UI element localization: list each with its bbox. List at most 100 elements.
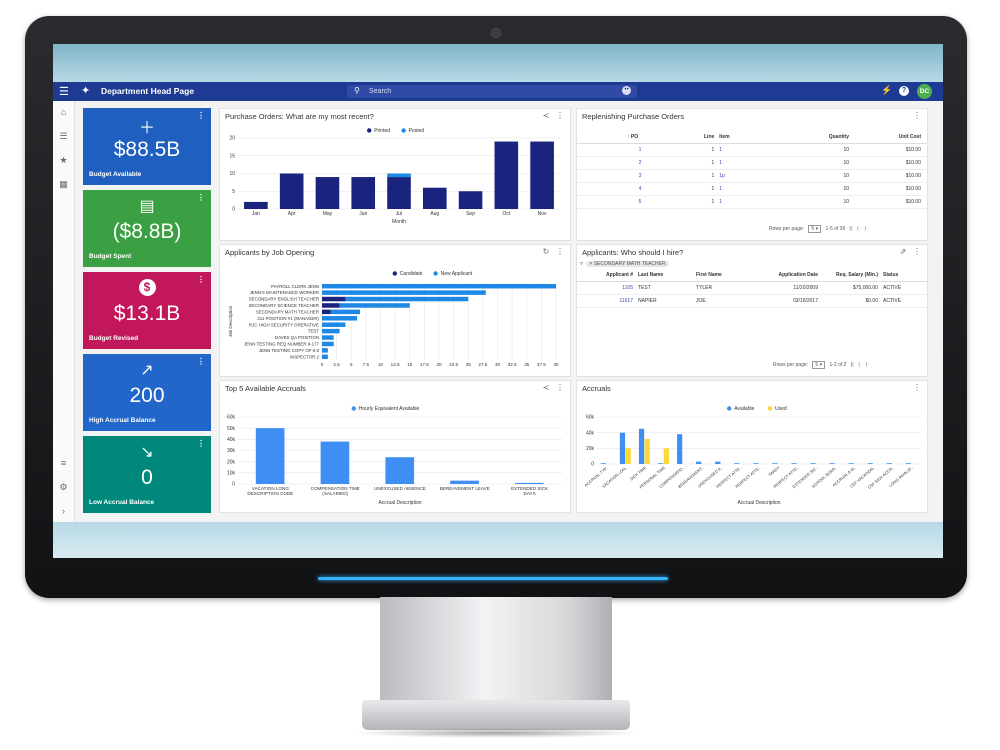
table-row[interactable]: 5 1 1 10 $10.00: [577, 195, 927, 208]
more-vert-icon[interactable]: ⋮: [197, 275, 205, 284]
x-tick-label: SICK TIME: [629, 465, 648, 482]
chevron-right-icon[interactable]: ›: [62, 506, 65, 516]
star-icon[interactable]: ★: [59, 155, 68, 165]
open-external-icon[interactable]: ⇗: [899, 247, 907, 256]
prev-page-icon[interactable]: ⟨: [856, 226, 859, 232]
column-header-po[interactable]: ↑ PO: [627, 133, 639, 140]
first-page-icon[interactable]: |⟨: [849, 226, 853, 232]
po-link[interactable]: 4: [638, 185, 642, 192]
po-link[interactable]: 3: [638, 172, 642, 179]
column-header-last-name[interactable]: Last Name: [638, 272, 664, 279]
more-vert-icon[interactable]: ⋮: [197, 111, 205, 120]
table-header: Applicant # Last Name First Name Applica…: [577, 270, 927, 281]
table-row[interactable]: 1105 TEST TYLER 11/20/2009 $75,000.00 ACTIVE: [577, 281, 927, 294]
kpi-value: ($8.8B): [112, 220, 182, 243]
bar: [322, 303, 340, 308]
column-header-applicant[interactable]: Applicant #: [606, 272, 633, 279]
home-icon[interactable]: ⌂: [60, 107, 67, 117]
share-icon[interactable]: ≺: [542, 383, 550, 392]
y-tick-label: 60k: [227, 415, 236, 421]
search-options-icon[interactable]: ••: [622, 86, 631, 95]
table-row[interactable]: 11617 NAPIER JOE 03/16/2017 $0.00 ACTIVE: [577, 294, 927, 307]
page-range: 1-5 of 36: [825, 226, 846, 232]
column-header-quantity[interactable]: Quantity: [828, 133, 849, 140]
po-link[interactable]: 2: [638, 159, 642, 166]
more-vert-icon[interactable]: ⋮: [556, 383, 564, 392]
item-link[interactable]: 1: [719, 159, 723, 166]
prev-page-icon[interactable]: ⟨: [858, 362, 861, 368]
table-row[interactable]: 3 1 1p 10 $10.00: [577, 169, 927, 182]
item-link[interactable]: 1: [719, 198, 723, 205]
table-row[interactable]: 2 1 1 10 $10.00: [577, 156, 927, 169]
page-title: Department Head Page: [101, 86, 195, 96]
list-icon[interactable]: ☰: [59, 131, 68, 141]
table-row[interactable]: 1 1 1 10 $10.00: [577, 143, 927, 156]
y-tick-label: TEST: [308, 329, 320, 334]
avatar[interactable]: DC: [917, 84, 932, 99]
bar: [255, 428, 285, 484]
column-header-date[interactable]: Application Date: [778, 272, 818, 279]
filter-chip[interactable]: × SECONDARY MATH TEACHER: [586, 261, 669, 267]
applicant-link[interactable]: 11617: [619, 297, 633, 304]
more-vert-icon[interactable]: ⋮: [913, 111, 921, 120]
kpi-budget-spent[interactable]: ⋮ ▤ ($8.8B) Budget Spent: [83, 190, 211, 267]
x-tick-label: 40: [553, 362, 559, 367]
item-link[interactable]: 1p: [719, 172, 725, 179]
kpi-budget-revised[interactable]: ⋮ $ $13.1B Budget Revised: [83, 272, 211, 349]
kpi-budget-available[interactable]: ⋮ ＋ $88.5B Budget Available: [83, 108, 211, 185]
cell-status: ACTIVE: [883, 297, 902, 304]
column-header-line[interactable]: Line: [704, 133, 715, 140]
cell-line: 1: [711, 198, 715, 205]
filter-icon[interactable]: ▿: [580, 261, 584, 267]
x-tick-label: UNEXCUSED ABSENCE: [374, 486, 426, 491]
column-header-salary[interactable]: Req. Salary (Min.): [836, 272, 878, 279]
dashboard-icon[interactable]: ▦: [59, 179, 68, 189]
gear-icon[interactable]: ⚙: [59, 482, 68, 492]
y-tick-label: PAYROLL CLERK JENN: [271, 284, 319, 289]
more-vert-icon[interactable]: ⋮: [913, 383, 921, 392]
widget-title: Applicants: Who should I hire?: [582, 248, 684, 257]
power-glow: [318, 577, 668, 580]
rows-per-page-select[interactable]: 5 ▾: [808, 225, 822, 233]
column-header-status[interactable]: Status: [883, 272, 899, 279]
more-vert-icon[interactable]: ⋮: [197, 357, 205, 366]
more-vert-icon[interactable]: ⋮: [197, 193, 205, 202]
kpi-low-accrual[interactable]: ⋮ ↘ 0 Low Accrual Balance: [83, 436, 211, 513]
more-vert-icon[interactable]: ⋮: [556, 247, 564, 256]
column-header-item[interactable]: Item: [719, 133, 730, 140]
kpi-high-accrual[interactable]: ⋮ ↗ 200 High Accrual Balance: [83, 354, 211, 431]
search-box[interactable]: ⚲ ••: [347, 85, 637, 98]
rows-per-page-select[interactable]: 5 ▾: [812, 361, 826, 369]
legend-marker: [727, 406, 732, 411]
webcam: [491, 28, 501, 38]
bar: [450, 480, 479, 484]
x-tick-label: DAYS: [524, 491, 536, 496]
table-row[interactable]: 4 1 1 10 $10.00: [577, 182, 927, 195]
more-vert-icon[interactable]: ⋮: [913, 247, 921, 256]
help-icon[interactable]: ?: [899, 86, 909, 96]
hamburger-icon[interactable]: ☰: [59, 86, 69, 98]
applicant-link[interactable]: 1105: [622, 284, 633, 291]
share-icon[interactable]: ≺: [542, 111, 550, 120]
po-link[interactable]: 5: [638, 198, 642, 205]
more-vert-icon[interactable]: ⋮: [197, 439, 205, 448]
search-input[interactable]: [369, 86, 599, 97]
item-link[interactable]: 1: [719, 146, 723, 153]
bolt-icon[interactable]: ⚡: [881, 85, 893, 95]
column-header-unit-cost[interactable]: Unit Cost: [898, 133, 921, 140]
bar: [657, 463, 664, 464]
next-page-icon[interactable]: ⟩: [865, 362, 868, 368]
refresh-icon[interactable]: ↻: [542, 247, 550, 256]
x-tick-label: Jun: [359, 211, 367, 217]
item-link[interactable]: 1: [719, 185, 723, 192]
app-body: ⌂ ☰ ★ ▦ ≡ ⚙ › ⋮ ＋ $88.5B Budget Availabl…: [53, 101, 943, 522]
more-vert-icon[interactable]: ⋮: [556, 111, 564, 120]
rows-per-page-label: Rows per page:: [769, 226, 805, 232]
po-link[interactable]: 1: [638, 146, 642, 153]
first-page-icon[interactable]: |⟨: [850, 362, 854, 368]
column-header-first-name[interactable]: First Name: [696, 272, 722, 279]
bar: [772, 463, 778, 464]
bar: [322, 296, 346, 302]
filter-settings-icon[interactable]: ≡: [60, 458, 67, 468]
next-page-icon[interactable]: ⟩: [864, 226, 867, 232]
